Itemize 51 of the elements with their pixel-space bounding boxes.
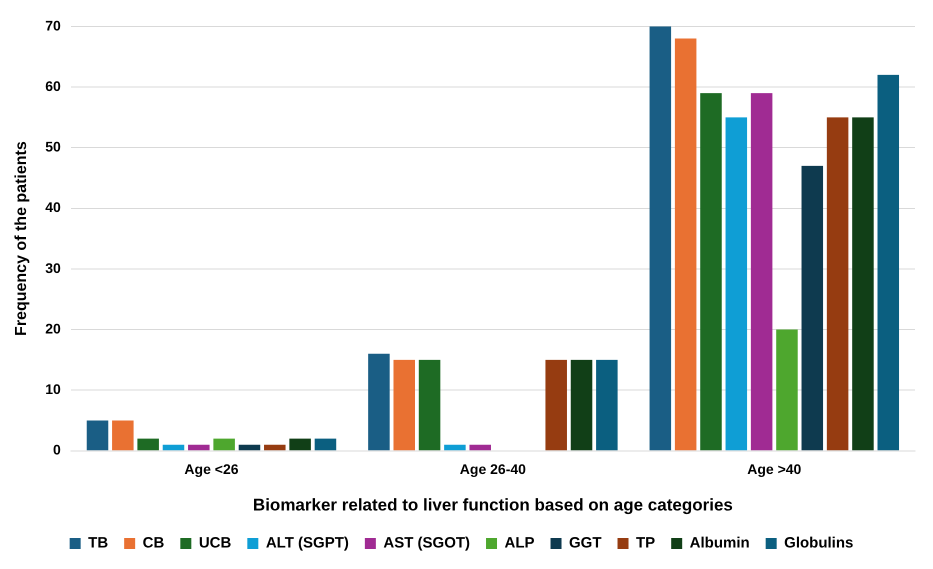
bar <box>469 444 491 450</box>
y-axis-title: Frequency of the patients <box>13 141 30 336</box>
legend-label: TP <box>636 534 656 552</box>
legend-label: Globulins <box>784 534 854 552</box>
bar <box>264 444 286 450</box>
bar <box>314 438 336 450</box>
y-tick-label: 50 <box>45 138 61 155</box>
x-tick-label: Age >40 <box>747 461 802 478</box>
legend-label: Albumin <box>690 534 750 552</box>
bar <box>700 93 722 450</box>
y-tick-label: 70 <box>45 17 61 34</box>
y-tick-label: 10 <box>45 381 61 398</box>
bar <box>545 360 567 450</box>
legend-label: ALT (SGPT) <box>266 534 349 552</box>
bar <box>86 420 108 450</box>
x-tick-label: Age 26-40 <box>460 461 526 478</box>
bar <box>852 117 874 450</box>
legend-label: CB <box>142 534 164 552</box>
bar <box>393 360 416 450</box>
y-tick-label: 30 <box>45 260 61 276</box>
y-tick-label: 40 <box>45 199 61 216</box>
y-tick-label: 0 <box>52 442 61 458</box>
legend-label: GGT <box>569 534 602 552</box>
bar <box>238 444 260 450</box>
bar <box>570 360 592 450</box>
bar <box>650 26 672 450</box>
bar <box>213 438 235 450</box>
legend-label: ALP <box>504 534 535 552</box>
bar <box>289 438 311 450</box>
x-tick-label: Age <26 <box>184 461 239 478</box>
x-axis-title: Biomarker related to liver function based on age categories <box>252 495 733 514</box>
bar <box>444 444 466 450</box>
bar <box>596 360 618 450</box>
bar <box>162 444 184 450</box>
bar <box>418 360 440 450</box>
y-tick-label: 20 <box>45 320 61 336</box>
bar <box>112 420 134 450</box>
y-tick-label: 60 <box>45 78 61 94</box>
bar <box>674 38 696 450</box>
bar <box>802 166 824 450</box>
legend-label: TB <box>88 534 108 552</box>
bar <box>826 117 848 450</box>
bar <box>776 330 798 450</box>
bar <box>188 444 210 450</box>
bar <box>726 117 748 450</box>
bar <box>137 438 159 450</box>
bar <box>750 93 772 450</box>
legend-label: AST (SGOT) <box>383 534 470 552</box>
bar <box>368 354 390 450</box>
bar <box>878 74 900 450</box>
legend-label: UCB <box>198 534 232 552</box>
